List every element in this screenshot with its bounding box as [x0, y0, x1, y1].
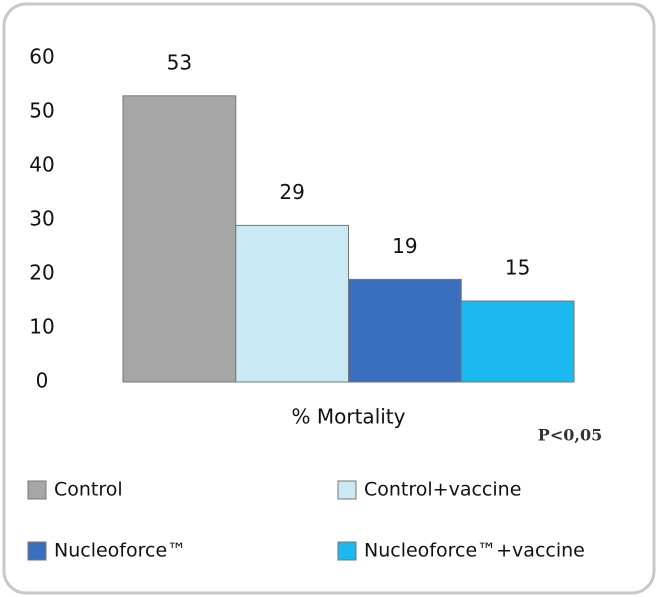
legend-label: Nucleoforce™+vaccine [364, 540, 585, 562]
y-tick-label: 30 [29, 207, 54, 231]
legend-swatch [27, 480, 47, 500]
legend-label: Control [54, 479, 123, 501]
legend-label: Control+vaccine [364, 479, 521, 501]
legend-swatch [27, 541, 47, 561]
y-tick-label: 60 [29, 45, 54, 69]
y-tick-label: 0 [36, 369, 49, 393]
legend-swatch [337, 480, 357, 500]
value-label: 29 [279, 180, 304, 204]
y-tick-label: 20 [29, 261, 54, 285]
bar [122, 95, 237, 383]
legend-label: Nucleoforce™ [54, 540, 186, 562]
y-tick-label: 10 [29, 315, 54, 339]
legend-swatch [337, 541, 357, 561]
y-tick-label: 40 [29, 153, 54, 177]
bar [235, 224, 349, 383]
bar [348, 278, 462, 383]
value-label: 15 [505, 256, 530, 280]
annotation: P<0,05 [538, 426, 602, 445]
x-tick-label: % Mortality [292, 405, 406, 429]
value-label: 53 [167, 50, 192, 74]
bar [460, 300, 575, 383]
value-label: 19 [392, 234, 417, 258]
y-tick-label: 50 [29, 99, 54, 123]
